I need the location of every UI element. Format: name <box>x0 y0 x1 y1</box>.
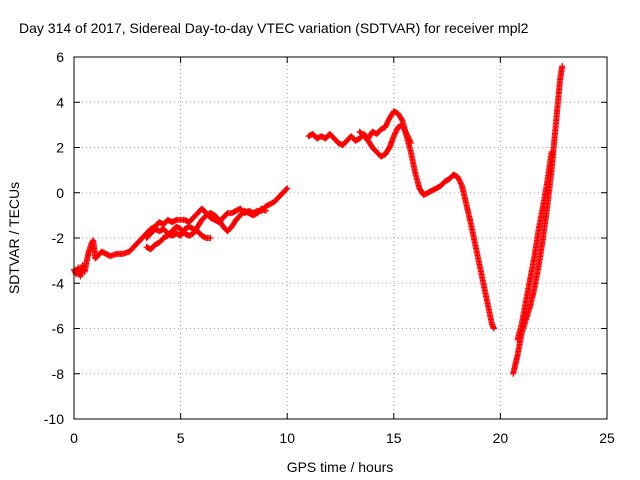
data-point <box>284 185 291 192</box>
y-tick-label: 2 <box>56 140 64 156</box>
y-tick-label: -2 <box>52 230 65 246</box>
y-axis: -10 -8 -6 -4 -2 0 2 4 6 <box>44 49 607 427</box>
x-tick-label: 15 <box>386 430 402 446</box>
data-point <box>491 325 498 332</box>
x-tick-label: 20 <box>493 430 509 446</box>
x-axis: 0 5 10 15 20 25 <box>70 57 615 446</box>
data-point <box>262 207 269 214</box>
data-point <box>407 139 414 146</box>
y-tick-label: -10 <box>44 411 64 427</box>
y-tick-label: 0 <box>56 185 64 201</box>
data-point <box>207 235 214 241</box>
y-axis-label: SDTVAR / TECUs <box>6 182 22 294</box>
y-tick-label: -8 <box>52 366 65 382</box>
data-marks <box>71 63 566 377</box>
x-tick-label: 25 <box>599 430 615 446</box>
chart-title: Day 314 of 2017, Sidereal Day-to-day VTE… <box>19 20 529 36</box>
data-point <box>559 63 566 70</box>
x-axis-label: GPS time / hours <box>287 459 394 475</box>
plot-frame <box>73 56 608 420</box>
y-tick-label: -6 <box>52 321 65 337</box>
x-tick-label: 0 <box>70 430 78 446</box>
data-point <box>548 149 555 156</box>
data-point <box>458 181 465 188</box>
data-point <box>407 138 414 145</box>
y-tick-label: 6 <box>56 49 64 65</box>
y-tick-label: -4 <box>52 275 65 291</box>
x-tick-label: 10 <box>279 430 295 446</box>
grid <box>74 57 607 419</box>
x-tick-label: 5 <box>177 430 185 446</box>
y-tick-label: 4 <box>56 94 64 110</box>
data-point <box>283 186 290 193</box>
